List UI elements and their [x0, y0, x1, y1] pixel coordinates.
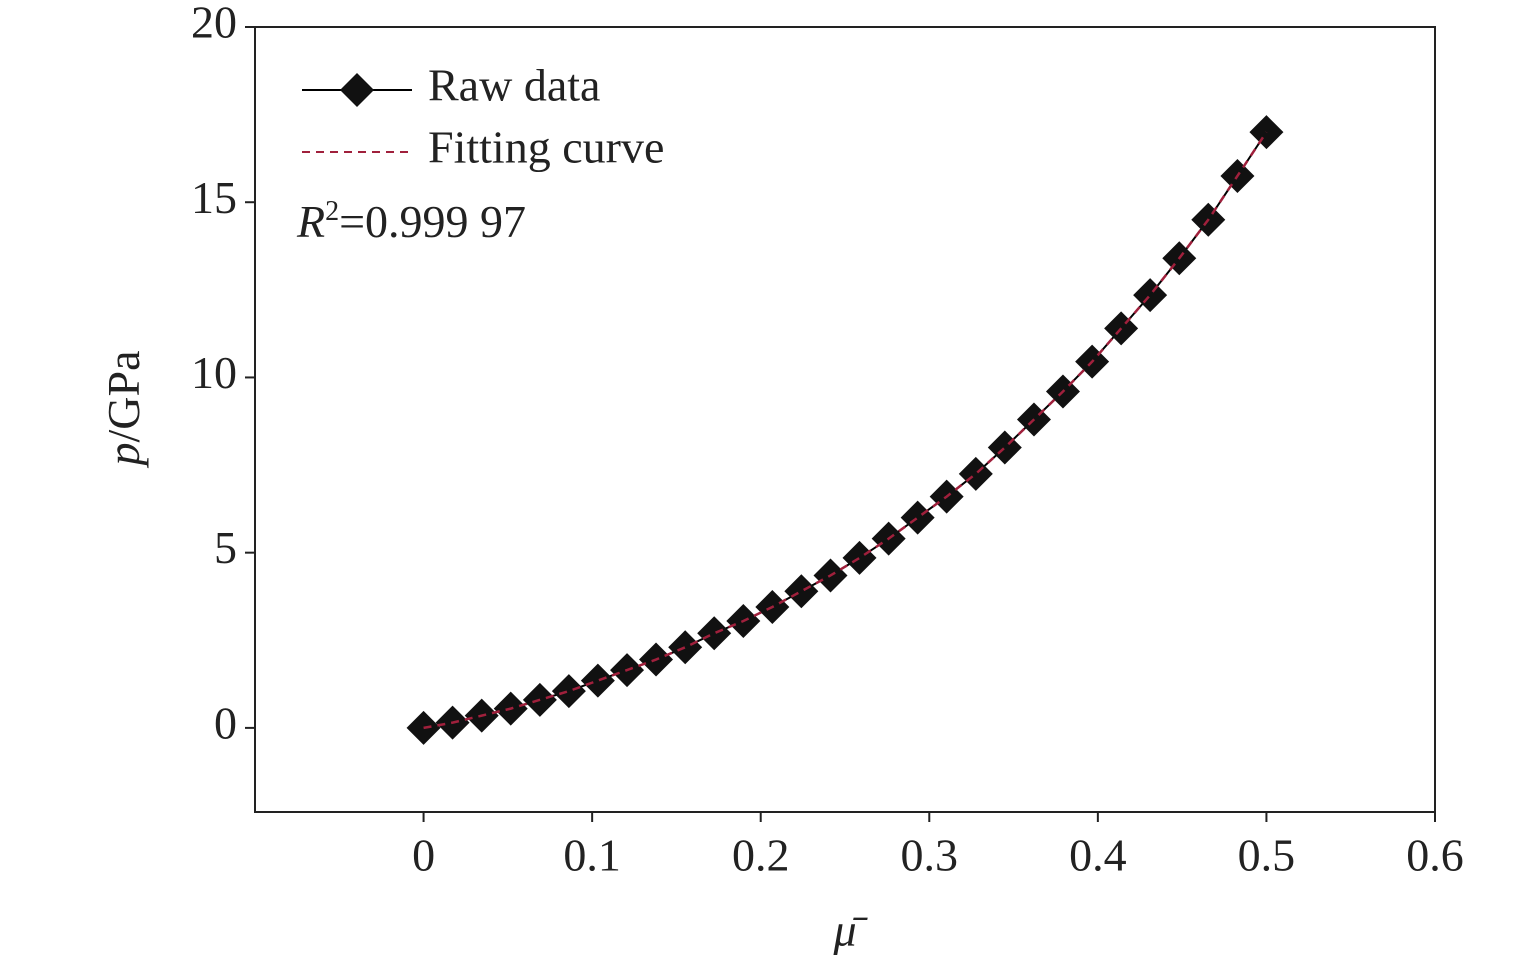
data-marker	[551, 674, 586, 709]
data-marker	[958, 456, 993, 491]
data-marker	[668, 630, 703, 665]
y-tick-label: 0	[214, 697, 237, 748]
y-tick-label: 15	[191, 172, 237, 223]
y-tick-label: 5	[214, 522, 237, 573]
annotation-text: =0.999 97	[339, 196, 526, 247]
x-tick-label: 0.2	[732, 830, 790, 881]
data-marker	[900, 500, 935, 535]
data-marker	[697, 616, 732, 651]
y-axis-label: p/GPa	[98, 351, 149, 469]
fit-line	[423, 131, 1268, 730]
data-marker	[784, 574, 819, 609]
annotation-symbol: R	[296, 196, 325, 247]
x-tick-label: 0.1	[563, 830, 621, 881]
plot-frame	[254, 26, 1436, 813]
x-tick-label: 0.5	[1238, 830, 1296, 881]
x-tick-label: 0	[412, 830, 435, 881]
y-tick-label: 20	[191, 0, 237, 48]
legend-label: Raw data	[428, 60, 600, 111]
annotation: R2=0.999 97	[296, 196, 526, 247]
x-tick-label: 0.4	[1069, 830, 1127, 881]
y-axis-unit: /GPa	[98, 351, 149, 443]
x-axis-label: μ̄	[832, 905, 868, 956]
x-tick-label: 0.6	[1406, 830, 1464, 881]
data-marker	[580, 663, 615, 698]
y-axis-symbol: p	[98, 443, 149, 469]
data-marker	[1133, 278, 1168, 313]
y-tick-label: 10	[191, 347, 237, 398]
data-marker	[842, 540, 877, 575]
x-tick-label: 0.3	[901, 830, 959, 881]
annotation-superscript: 2	[325, 196, 339, 227]
legend-label: Fitting curve	[428, 122, 664, 173]
legend-marker	[340, 73, 374, 107]
series-line	[423, 131, 1268, 729]
